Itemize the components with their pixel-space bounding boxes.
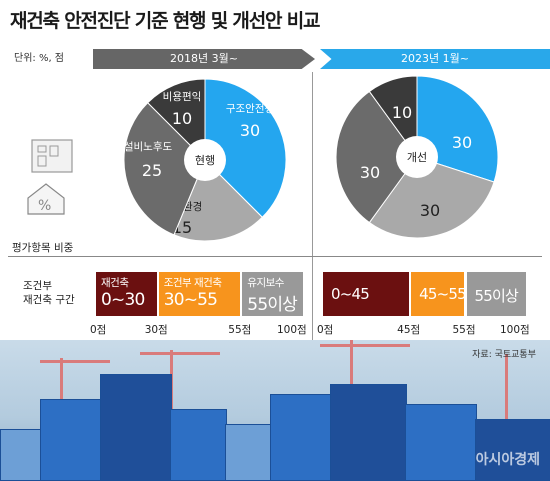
document-house-icon: % bbox=[27, 139, 73, 215]
building bbox=[270, 394, 332, 481]
building bbox=[475, 419, 550, 481]
zone-segment-label: 재건축 bbox=[101, 277, 129, 289]
page-title: 재건축 안전진단 기준 현행 및 개선안 비교 bbox=[10, 10, 320, 32]
zone-label-line2: 재건축 구간 bbox=[23, 294, 75, 306]
period-divider bbox=[312, 72, 313, 340]
section-divider bbox=[8, 256, 542, 257]
pie-charts: 구조안전성30주거환경15설비노후도25비용편익10현행30303010개선 bbox=[123, 75, 499, 242]
pie-slice bbox=[204, 78, 287, 218]
pie-slice bbox=[368, 156, 495, 239]
zone-tick-label: 45점 bbox=[397, 324, 421, 336]
building bbox=[100, 374, 172, 481]
pie-slice-name: 비용편익 bbox=[163, 90, 202, 103]
zone-segment: 55이상 bbox=[466, 272, 526, 316]
watermark-logo: 아시아경제 bbox=[475, 452, 540, 468]
pie-center bbox=[396, 136, 438, 178]
pie-center bbox=[184, 139, 226, 181]
zone-tick-label: 100점 bbox=[277, 324, 307, 336]
building bbox=[170, 409, 227, 481]
pie-slice-value: 30 bbox=[420, 201, 440, 220]
zone-segment-label: 조건부 재건축 bbox=[163, 277, 222, 289]
pie-center-label: 개선 bbox=[407, 151, 427, 164]
pie-slice-value: 10 bbox=[392, 103, 412, 122]
building bbox=[225, 424, 272, 481]
pie-slice-value: 10 bbox=[172, 109, 192, 128]
zone-segment: 유지보수 55이상 bbox=[242, 272, 303, 316]
crane bbox=[505, 354, 508, 474]
zone-tick-label: 55점 bbox=[228, 324, 252, 336]
pie-slice bbox=[368, 75, 418, 159]
pie-slice bbox=[335, 90, 418, 224]
period-after-arrow: 2023년 1월~ bbox=[320, 49, 550, 69]
zone-segment: 재건축 0~30 bbox=[96, 272, 157, 316]
pie-slice bbox=[147, 78, 206, 162]
pie-slice-value: 30 bbox=[240, 121, 260, 140]
zone-segment-label: 유지보수 bbox=[247, 277, 284, 289]
pie-slice bbox=[123, 102, 206, 236]
pie-slice-name: 구조안전성 bbox=[226, 103, 274, 115]
building bbox=[40, 399, 102, 481]
zone-tick-label: 55점 bbox=[452, 324, 476, 336]
unit-label: 단위: %, 점 bbox=[14, 53, 65, 64]
source-label: 자료: 국토교통부 bbox=[472, 350, 536, 360]
zone-segment: 조건부 재건축 30~55 bbox=[158, 272, 241, 316]
construction-photo bbox=[0, 340, 550, 481]
pie-slice-value: 30 bbox=[360, 163, 380, 182]
crane-arm bbox=[140, 352, 220, 355]
zone-segment-range: 0~45 bbox=[331, 285, 370, 303]
building bbox=[0, 429, 42, 481]
crane-arm bbox=[320, 344, 410, 347]
period-before-arrow: 2018년 3월~ bbox=[93, 49, 315, 69]
zone-segment-range: 0~30 bbox=[101, 290, 145, 310]
zone-label-line1: 조건부 bbox=[23, 280, 52, 292]
pie-center-label: 현행 bbox=[195, 154, 215, 167]
zone-segment: 0~45 bbox=[323, 272, 410, 316]
svg-text:%: % bbox=[38, 198, 51, 214]
pie-slice-name: 설비노후도 bbox=[124, 141, 173, 153]
pie-slice-value: 25 bbox=[142, 161, 162, 180]
building bbox=[405, 404, 477, 481]
zone-tick-label: 30점 bbox=[144, 324, 168, 336]
weight-label: 평가항목 비중 bbox=[12, 242, 74, 254]
zone-tick-label: 0점 bbox=[90, 324, 107, 336]
pie-slice-value: 30 bbox=[452, 133, 472, 152]
zone-segment: 45~55 bbox=[411, 272, 467, 316]
zone-segment-range: 55이상 bbox=[474, 287, 519, 305]
zone-segment-range: 45~55 bbox=[419, 285, 467, 303]
crane-arm bbox=[40, 360, 110, 363]
zone-tick-label: 100점 bbox=[500, 324, 530, 336]
zone-segment-range: 30~55 bbox=[163, 290, 218, 310]
pie-slice bbox=[173, 159, 263, 242]
zone-tick-label: 0점 bbox=[317, 324, 334, 336]
zone-segment-range: 55이상 bbox=[247, 295, 298, 315]
building bbox=[330, 384, 407, 481]
